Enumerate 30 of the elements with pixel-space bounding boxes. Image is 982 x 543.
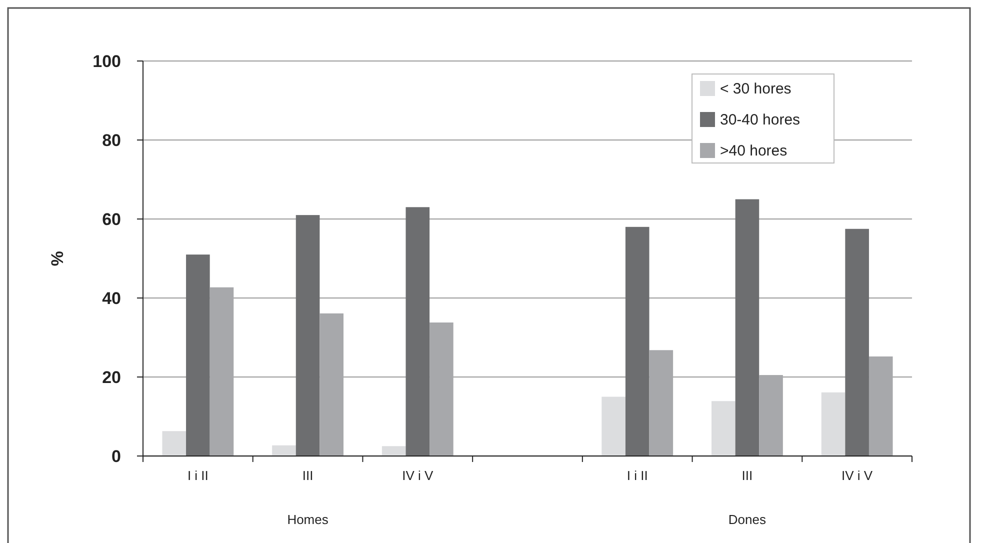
bar [382, 446, 406, 456]
bar [845, 228, 869, 456]
bar [625, 226, 650, 456]
y-tick-label: 80 [102, 130, 121, 150]
legend-label: < 30 hores [720, 80, 792, 98]
y-tick-label: 20 [102, 368, 121, 387]
bar [162, 431, 186, 456]
bar [296, 215, 320, 456]
legend-label: 30-40 hores [720, 111, 800, 128]
x-tick-label: III [742, 468, 753, 483]
bar [406, 207, 430, 456]
y-tick-label: 100 [92, 52, 121, 71]
x-tick-label: IV i V [402, 468, 434, 483]
x-tick-label: I i II [187, 468, 208, 483]
x-tick-label: IV i V [842, 468, 873, 483]
bar [821, 392, 846, 456]
legend-label: >40 hores [720, 142, 788, 160]
y-tick-label: 60 [102, 210, 121, 229]
bar [735, 199, 760, 456]
bar [712, 401, 736, 456]
bar [186, 254, 210, 456]
text: Dones [728, 512, 767, 527]
x-tick-label: III [302, 468, 314, 483]
bar [602, 396, 626, 456]
text: Homes [287, 512, 329, 527]
y-axis-title: % [48, 250, 67, 266]
y-tick-label: 40 [102, 288, 121, 308]
x-tick-label: I i II [626, 468, 648, 483]
bar [272, 445, 296, 456]
y-tick-label: 0 [112, 446, 121, 466]
